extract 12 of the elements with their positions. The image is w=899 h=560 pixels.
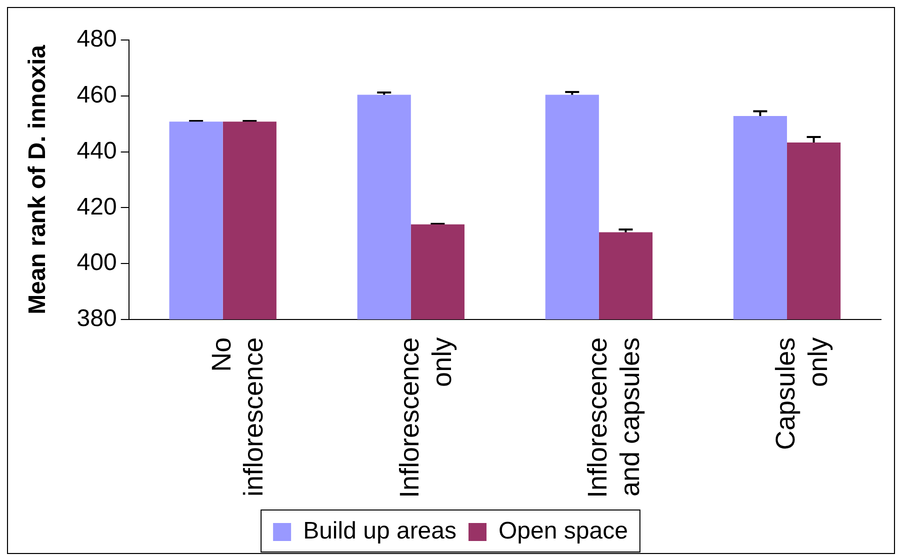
y-tick-label: 440 — [76, 137, 117, 164]
y-tick-label: 420 — [76, 193, 117, 220]
y-axis-title: Mean rank of D. innoxia — [24, 44, 52, 314]
y-tick-label: 480 — [76, 26, 117, 53]
y-tick-label: 460 — [76, 82, 117, 109]
legend-label: Open space — [498, 518, 628, 545]
y-tick-label: 380 — [76, 305, 117, 332]
legend-label: Build up areas — [303, 518, 457, 545]
x-tick-label: Inflorescence only — [394, 336, 457, 498]
y-tick-label: 400 — [76, 249, 117, 276]
x-tick-label: Capsules only — [770, 336, 833, 450]
x-tick-label: No inflorescence — [206, 337, 269, 497]
